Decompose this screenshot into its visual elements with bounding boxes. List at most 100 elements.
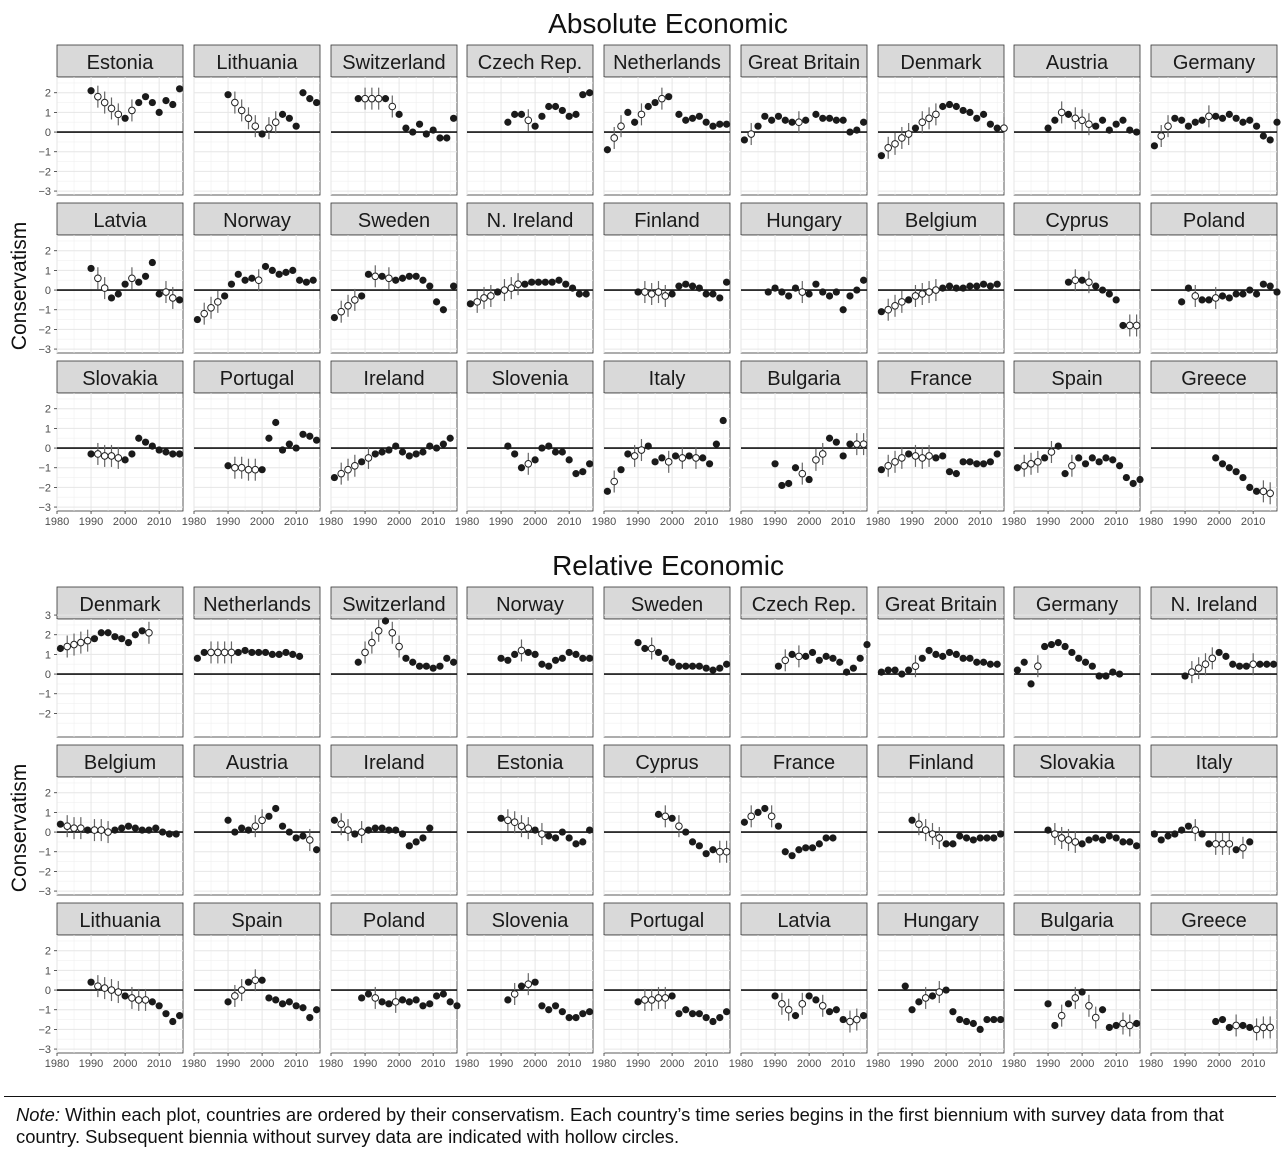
data-point	[1092, 122, 1100, 130]
data-point	[617, 466, 625, 474]
data-point	[200, 648, 208, 657]
data-point	[771, 284, 779, 292]
data-point-hollow	[654, 994, 663, 1002]
data-point-hollow	[891, 302, 899, 310]
data-point	[135, 434, 143, 442]
panel-plot-area	[466, 934, 594, 1054]
data-point-hollow	[70, 640, 78, 649]
panel-title: Finland	[634, 210, 700, 232]
data-point	[722, 278, 731, 286]
data-point-hollow	[898, 454, 906, 462]
data-point	[551, 656, 560, 664]
data-point	[426, 442, 434, 450]
y-tick-label: 1	[45, 265, 51, 277]
x-tick-label: 1990	[489, 516, 513, 528]
data-point	[682, 280, 690, 288]
data-point	[128, 450, 136, 458]
data-point-hollow	[812, 456, 820, 464]
data-point-hollow	[94, 982, 102, 990]
data-point	[966, 458, 974, 466]
data-point	[572, 840, 580, 848]
data-point-hollow	[1034, 662, 1042, 671]
panel-strip	[330, 202, 458, 236]
panel-sweden: Sweden	[603, 586, 731, 738]
note-divider	[4, 1096, 1276, 1097]
data-point	[579, 838, 587, 846]
data-point	[111, 633, 119, 641]
data-point	[531, 122, 539, 130]
data-point	[675, 1010, 683, 1018]
data-point-hollow	[77, 638, 85, 647]
data-point	[224, 816, 232, 824]
data-point	[808, 648, 817, 657]
panel-title: Ireland	[363, 752, 424, 774]
data-point-hollow	[524, 460, 533, 468]
data-point	[292, 834, 300, 842]
data-point-hollow	[1085, 1002, 1093, 1010]
data-point	[877, 466, 886, 474]
data-point	[740, 818, 749, 826]
data-point	[688, 1010, 697, 1018]
data-point-hollow	[911, 662, 920, 671]
data-point	[1051, 1021, 1059, 1030]
data-point	[983, 834, 991, 842]
data-point-hollow	[391, 998, 400, 1006]
data-point	[791, 284, 800, 292]
data-point	[579, 468, 587, 476]
data-point	[272, 804, 280, 813]
data-point	[695, 842, 703, 850]
panel-estonia: Estonia	[466, 744, 594, 896]
data-point	[278, 1000, 287, 1008]
data-point	[932, 650, 940, 659]
data-point	[1225, 1023, 1233, 1032]
data-point	[531, 978, 539, 986]
panel-title: France	[773, 752, 835, 774]
x-tick-label: 1990	[216, 516, 240, 528]
data-point	[702, 290, 710, 298]
data-point-hollow	[128, 106, 136, 115]
data-point-hollow	[388, 628, 397, 637]
data-point	[644, 442, 652, 450]
data-point	[295, 652, 304, 660]
panel-plot-area	[740, 618, 868, 738]
data-point	[405, 272, 413, 280]
data-point	[1235, 662, 1244, 670]
data-point	[429, 126, 437, 134]
data-point-hollow	[859, 440, 868, 448]
panel-title: Czech Rep.	[752, 594, 857, 616]
panel-italy: Italy	[1150, 744, 1278, 896]
data-point	[973, 282, 981, 290]
data-point-hollow	[168, 294, 177, 302]
data-point	[1051, 116, 1059, 124]
data-point	[90, 635, 99, 643]
data-point	[651, 458, 659, 466]
data-point-hollow	[1239, 844, 1247, 852]
panel-slovenia: Slovenia 1980 1990 2000 2010	[455, 902, 594, 1070]
data-point	[558, 448, 566, 456]
data-point	[402, 124, 410, 132]
panel-title: Bulgaria	[1040, 910, 1114, 932]
y-tick-label: −3	[38, 502, 51, 514]
data-point-hollow	[114, 988, 123, 996]
data-point	[312, 1006, 321, 1014]
panel-austria: Austria	[193, 744, 321, 896]
data-point-hollow	[337, 469, 346, 478]
data-point	[973, 114, 981, 122]
data-point	[863, 640, 871, 649]
data-point	[1252, 487, 1261, 495]
data-point	[1098, 116, 1107, 124]
data-point	[928, 992, 937, 1000]
data-point	[446, 434, 454, 442]
panel-title: Slovakia	[82, 368, 158, 390]
data-point	[358, 994, 366, 1002]
data-point	[644, 102, 652, 111]
data-point	[258, 130, 266, 138]
y-tick-label: −2	[38, 324, 51, 336]
data-point-hollow	[630, 452, 639, 460]
chart-2: Relative Economic Conservatism Denmark −2 −1…	[8, 550, 1278, 1070]
data-point	[531, 826, 539, 834]
data-point	[545, 1006, 553, 1014]
data-point	[275, 650, 283, 659]
data-point	[517, 110, 526, 118]
panel-portugal: Portugal 1980 1990 2000 2010	[592, 902, 731, 1070]
